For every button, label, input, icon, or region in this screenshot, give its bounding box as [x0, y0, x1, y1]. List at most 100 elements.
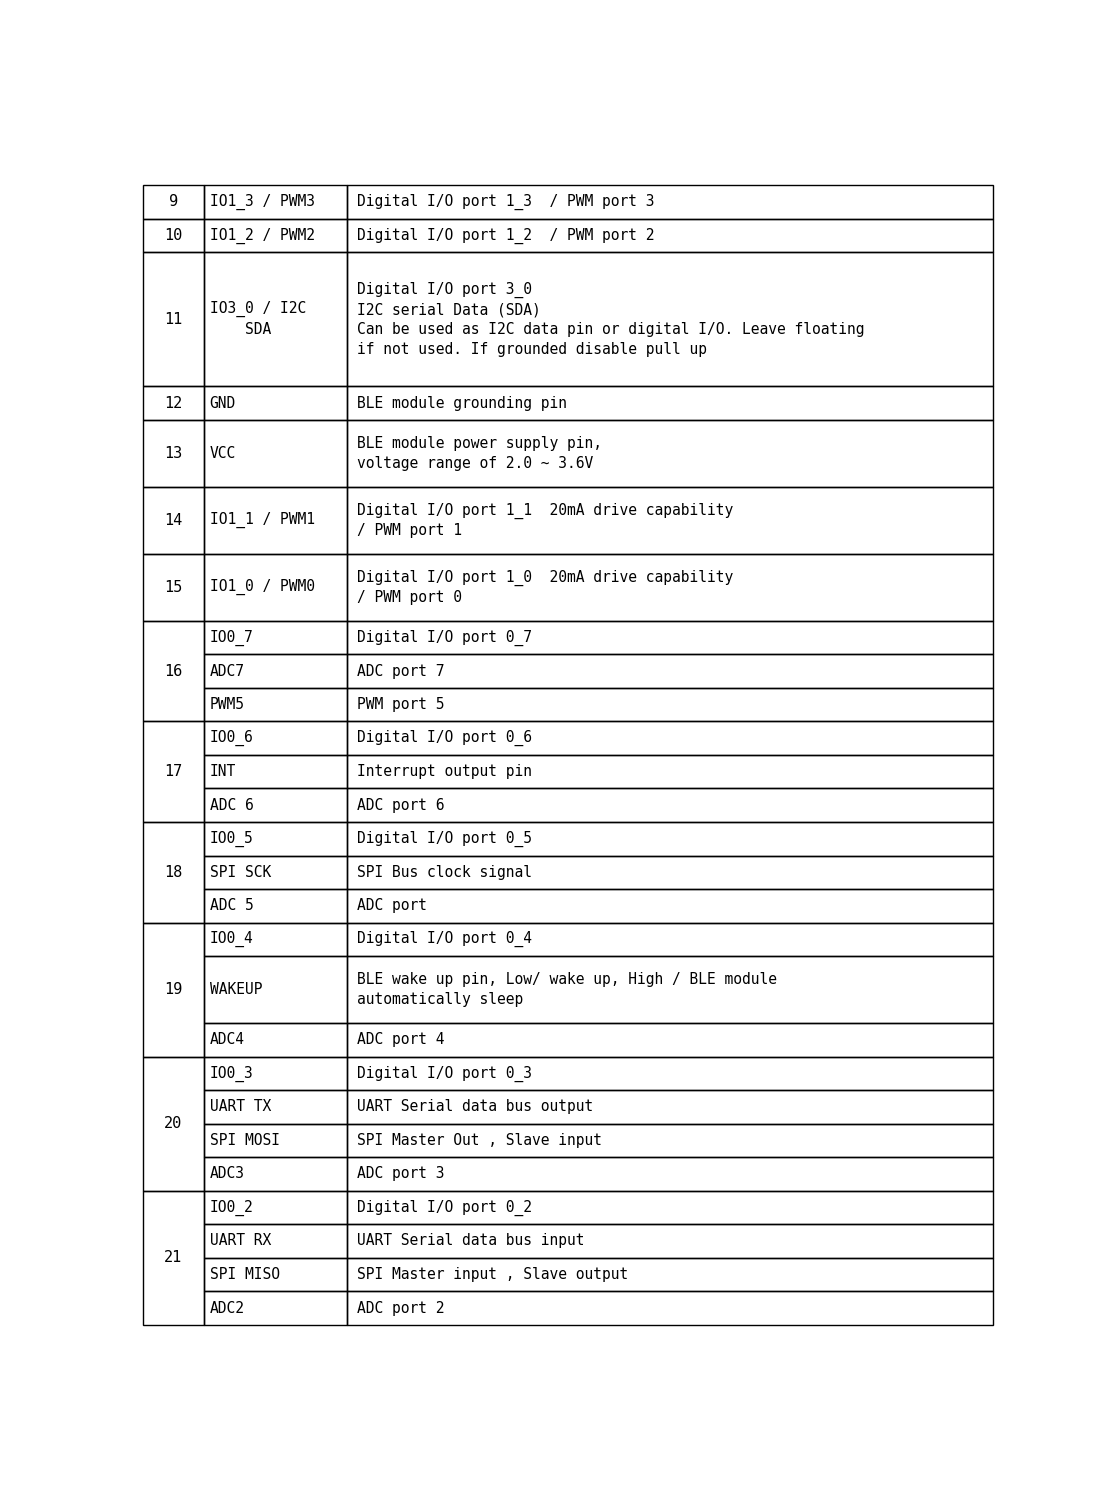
- Bar: [204, 1057, 347, 1090]
- Bar: [347, 420, 993, 487]
- Bar: [204, 1124, 347, 1157]
- Bar: [143, 420, 204, 487]
- Text: 19: 19: [164, 982, 183, 997]
- Bar: [347, 1023, 993, 1057]
- Text: UART Serial data bus input: UART Serial data bus input: [357, 1233, 584, 1248]
- Bar: [347, 890, 993, 922]
- Text: BLE module power supply pin,
voltage range of 2.0 ~ 3.6V: BLE module power supply pin, voltage ran…: [357, 437, 602, 471]
- Text: Digital I/O port 1_3  / PWM port 3: Digital I/O port 1_3 / PWM port 3: [357, 194, 654, 209]
- Text: WAKEUP: WAKEUP: [209, 982, 263, 997]
- Bar: [347, 253, 993, 386]
- Bar: [347, 655, 993, 688]
- Text: 15: 15: [164, 580, 183, 595]
- Text: Digital I/O port 0_2: Digital I/O port 0_2: [357, 1199, 532, 1215]
- Text: 16: 16: [164, 664, 183, 679]
- Text: Digital I/O port 1_1  20mA drive capability
/ PWM port 1: Digital I/O port 1_1 20mA drive capabili…: [357, 502, 732, 538]
- Bar: [143, 722, 204, 822]
- Bar: [204, 1224, 347, 1257]
- Text: IO0_7: IO0_7: [209, 629, 254, 646]
- Text: UART TX: UART TX: [209, 1099, 271, 1114]
- Text: ADC port 3: ADC port 3: [357, 1166, 444, 1181]
- Bar: [204, 253, 347, 386]
- Text: IO0_4: IO0_4: [209, 931, 254, 948]
- Bar: [143, 1057, 204, 1190]
- Bar: [347, 1224, 993, 1257]
- Text: IO0_3: IO0_3: [209, 1066, 254, 1081]
- Text: IO1_2 / PWM2: IO1_2 / PWM2: [209, 227, 315, 244]
- Text: Digital I/O port 0_3: Digital I/O port 0_3: [357, 1066, 532, 1081]
- Bar: [204, 185, 347, 218]
- Text: Digital I/O port 0_6: Digital I/O port 0_6: [357, 730, 532, 746]
- Text: SPI Master Out , Slave input: SPI Master Out , Slave input: [357, 1133, 602, 1148]
- Bar: [204, 1023, 347, 1057]
- Text: Digital I/O port 0_5: Digital I/O port 0_5: [357, 831, 532, 846]
- Bar: [143, 487, 204, 553]
- Bar: [143, 218, 204, 253]
- Text: Digital I/O port 1_0  20mA drive capability
/ PWM port 0: Digital I/O port 1_0 20mA drive capabili…: [357, 570, 732, 605]
- Text: 10: 10: [164, 227, 183, 242]
- Text: UART RX: UART RX: [209, 1233, 271, 1248]
- Text: ADC port: ADC port: [357, 898, 427, 913]
- Bar: [143, 922, 204, 1057]
- Text: ADC2: ADC2: [209, 1301, 245, 1316]
- Text: GND: GND: [209, 396, 236, 411]
- Text: IO0_2: IO0_2: [209, 1199, 254, 1215]
- Bar: [204, 1292, 347, 1325]
- Bar: [347, 722, 993, 755]
- Text: SPI Master input , Slave output: SPI Master input , Slave output: [357, 1268, 628, 1283]
- Text: ADC 6: ADC 6: [209, 798, 254, 813]
- Text: Interrupt output pin: Interrupt output pin: [357, 764, 532, 779]
- Bar: [204, 553, 347, 620]
- Text: IO1_0 / PWM0: IO1_0 / PWM0: [209, 579, 315, 595]
- Bar: [204, 620, 347, 655]
- Text: IO0_5: IO0_5: [209, 831, 254, 846]
- Text: ADC 5: ADC 5: [209, 898, 254, 913]
- Text: SPI Bus clock signal: SPI Bus clock signal: [357, 864, 532, 879]
- Bar: [204, 755, 347, 788]
- Text: 12: 12: [164, 396, 183, 411]
- Bar: [143, 822, 204, 922]
- Bar: [347, 185, 993, 218]
- Bar: [204, 655, 347, 688]
- Bar: [143, 620, 204, 722]
- Text: INT: INT: [209, 764, 236, 779]
- Text: UART Serial data bus output: UART Serial data bus output: [357, 1099, 593, 1114]
- Bar: [347, 1157, 993, 1190]
- Text: PWM port 5: PWM port 5: [357, 697, 444, 712]
- Bar: [204, 1190, 347, 1224]
- Text: IO1_1 / PWM1: IO1_1 / PWM1: [209, 513, 315, 528]
- Bar: [204, 487, 347, 553]
- Bar: [347, 1292, 993, 1325]
- Text: 13: 13: [164, 446, 183, 460]
- Bar: [143, 253, 204, 386]
- Bar: [347, 788, 993, 822]
- Bar: [143, 386, 204, 420]
- Text: ADC port 6: ADC port 6: [357, 798, 444, 813]
- Bar: [347, 1090, 993, 1124]
- Text: 14: 14: [164, 513, 183, 528]
- Bar: [204, 722, 347, 755]
- Text: SPI MISO: SPI MISO: [209, 1268, 279, 1283]
- Bar: [347, 620, 993, 655]
- Text: 21: 21: [164, 1250, 183, 1265]
- Bar: [347, 218, 993, 253]
- Bar: [204, 788, 347, 822]
- Bar: [143, 553, 204, 620]
- Text: Digital I/O port 1_2  / PWM port 2: Digital I/O port 1_2 / PWM port 2: [357, 227, 654, 244]
- Text: 20: 20: [164, 1117, 183, 1132]
- Bar: [347, 922, 993, 957]
- Text: BLE wake up pin, Low/ wake up, High / BLE module
automatically sleep: BLE wake up pin, Low/ wake up, High / BL…: [357, 972, 777, 1008]
- Text: SPI SCK: SPI SCK: [209, 864, 271, 879]
- Text: 11: 11: [164, 312, 183, 327]
- Text: IO3_0 / I2C
    SDA: IO3_0 / I2C SDA: [209, 300, 306, 338]
- Text: Digital I/O port 0_7: Digital I/O port 0_7: [357, 629, 532, 646]
- Text: Digital I/O port 3_0
I2C serial Data (SDA)
Can be used as I2C data pin or digita: Digital I/O port 3_0 I2C serial Data (SD…: [357, 281, 864, 357]
- Bar: [143, 1190, 204, 1325]
- Text: PWM5: PWM5: [209, 697, 245, 712]
- Bar: [143, 185, 204, 218]
- Bar: [204, 1157, 347, 1190]
- Bar: [347, 487, 993, 553]
- Bar: [204, 688, 347, 722]
- Text: 9: 9: [168, 194, 178, 209]
- Bar: [204, 922, 347, 957]
